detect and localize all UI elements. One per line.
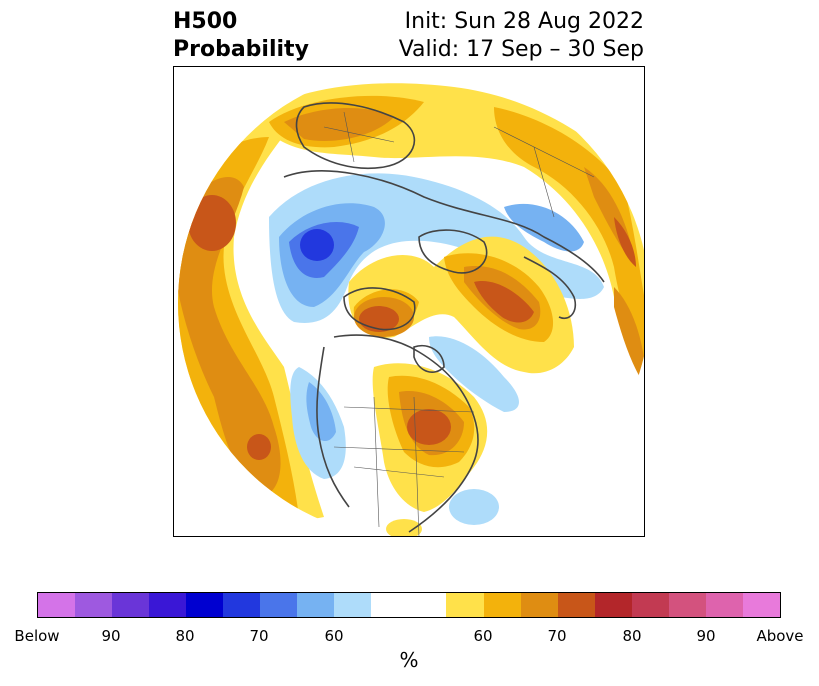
greenland-coast bbox=[343, 287, 416, 331]
atlantic-ridge-70b bbox=[614, 287, 644, 387]
borders bbox=[323, 111, 595, 536]
colorbar-tick-label: 90 bbox=[696, 627, 716, 645]
colorbar-tick-label: Above bbox=[756, 627, 804, 645]
colorbar-swatch bbox=[223, 593, 261, 617]
siberia-trough-75 bbox=[300, 229, 334, 261]
colorbar-swatch bbox=[594, 593, 632, 617]
colorbar-swatch bbox=[742, 593, 780, 617]
colorbar-tick-label: 70 bbox=[547, 627, 567, 645]
colorbar-tick-label: 80 bbox=[175, 627, 195, 645]
init-date: Init: Sun 28 Aug 2022 bbox=[404, 9, 644, 34]
probability-field bbox=[178, 67, 644, 536]
probability-colorbar bbox=[37, 592, 781, 618]
hudson-trough-60 bbox=[429, 336, 519, 412]
date-info: Init: Sun 28 Aug 2022 Valid: 17 Sep – 30… bbox=[399, 8, 644, 64]
colorbar-swatch bbox=[297, 593, 335, 617]
valid-date-range: Valid: 17 Sep – 30 Sep bbox=[398, 37, 644, 62]
atlantic-ridge-75 bbox=[614, 217, 636, 267]
greenland-ridge-75 bbox=[474, 281, 534, 323]
pacific-ridge-70 bbox=[178, 177, 281, 497]
coastlines bbox=[283, 102, 605, 533]
colorbar-tick-label: 90 bbox=[101, 627, 121, 645]
country-borders bbox=[323, 111, 595, 218]
pacific-ridge-75 bbox=[188, 195, 236, 251]
colorbar-swatch bbox=[668, 593, 706, 617]
title-line-1: H500 bbox=[173, 9, 238, 34]
colorbar-swatch bbox=[186, 593, 224, 617]
europe-ridge-70 bbox=[284, 107, 394, 141]
siberia-coast bbox=[283, 170, 605, 283]
colorbar-swatch bbox=[371, 593, 447, 617]
chart-title: H500 Probability bbox=[173, 8, 309, 64]
colorbar-tick-label: 70 bbox=[249, 627, 269, 645]
north-america-west-coast bbox=[316, 346, 350, 508]
north-america-east-coast bbox=[333, 334, 479, 533]
colorbar-tick-label: 60 bbox=[473, 627, 493, 645]
colorbar-swatch bbox=[631, 593, 669, 617]
canada-arctic-ridge-75 bbox=[359, 306, 399, 332]
hudson-bay-coast bbox=[413, 345, 445, 373]
colorbar-tick-label: Below bbox=[14, 627, 60, 645]
colorbar-tick-label: 80 bbox=[622, 627, 642, 645]
title-line-2: Probability bbox=[173, 37, 309, 62]
colorbar-swatch bbox=[38, 593, 76, 617]
west-na-trough-65 bbox=[306, 382, 336, 442]
colorbar-swatch bbox=[112, 593, 150, 617]
map-panel bbox=[173, 66, 645, 537]
colorbar-tick-label: 60 bbox=[324, 627, 344, 645]
pacific-ridge-75b bbox=[247, 434, 271, 460]
gulf-ridge-60 bbox=[386, 519, 422, 536]
east-na-ridge-75 bbox=[407, 409, 451, 445]
colorbar-swatch bbox=[557, 593, 595, 617]
scandinavia-coast bbox=[523, 256, 577, 319]
atlantic-ridge-65 bbox=[494, 107, 644, 367]
probability-map bbox=[178, 67, 644, 536]
colorbar-swatch bbox=[705, 593, 743, 617]
colorbar-swatch bbox=[260, 593, 298, 617]
colorbar-unit-label: % bbox=[399, 648, 419, 672]
colorbar-swatch bbox=[334, 593, 372, 617]
scandinavia-trough-65 bbox=[504, 203, 584, 252]
colorbar-swatch bbox=[149, 593, 187, 617]
colorbar-swatch bbox=[520, 593, 558, 617]
arctic-islands bbox=[418, 229, 488, 274]
atlantic-trough-60 bbox=[449, 489, 499, 525]
colorbar-swatch bbox=[75, 593, 113, 617]
colorbar-swatch bbox=[483, 593, 521, 617]
us-state-borders bbox=[333, 396, 475, 536]
europe-coast bbox=[295, 102, 416, 170]
colorbar-swatch bbox=[446, 593, 484, 617]
